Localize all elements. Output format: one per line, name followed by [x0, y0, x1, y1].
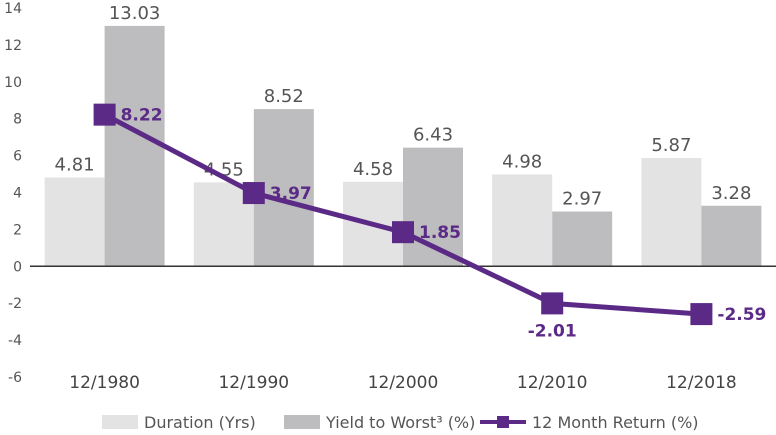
bar-value-label: 4.58	[353, 159, 393, 180]
bar-value-label: 8.52	[264, 86, 304, 107]
return-marker	[690, 303, 713, 326]
line-series: 8.22 3.97 1.85 -2.01 -2.59	[93, 103, 766, 341]
bar-value-label: 3.28	[711, 183, 751, 204]
x-tick-label: 12/1990	[218, 373, 289, 393]
return-value-label: -2.01	[528, 321, 577, 341]
bar-value-label: 4.81	[55, 155, 95, 176]
y-tick-label: 6	[13, 149, 22, 165]
y-tick-label: 10	[4, 75, 22, 91]
bar-value-label: 2.97	[562, 189, 602, 210]
y-tick-label: 12	[4, 38, 22, 54]
legend-marker-swatch	[497, 416, 509, 428]
y-tick-label: 4	[13, 186, 22, 202]
x-tick-label: 12/2018	[666, 373, 737, 393]
bar-value-labels: 4.81 4.55 4.58 4.98 5.87 13.03 8.52 6.43 2.97 3.2…	[55, 3, 752, 210]
return-marker	[93, 103, 116, 126]
y-tick-label: -6	[8, 370, 22, 386]
legend-label: Duration (Yrs)	[144, 413, 256, 432]
return-marker	[541, 292, 564, 315]
x-tick-label: 12/2010	[517, 373, 588, 393]
return-marker	[242, 182, 265, 205]
x-tick-label: 12/2000	[368, 373, 439, 393]
legend-label: 12 Month Return (%)	[532, 413, 699, 432]
bar-value-label: 5.87	[651, 135, 691, 156]
bar-duration	[44, 177, 105, 267]
y-tick-label: 0	[13, 259, 22, 275]
x-axis-labels: 12/1980 12/1990 12/2000 12/2010 12/2018	[69, 373, 736, 393]
return-value-label: 3.97	[270, 184, 312, 204]
y-tick-label: 8	[13, 112, 22, 128]
return-value-label: -2.59	[717, 305, 766, 325]
bar-value-label: 4.55	[204, 159, 244, 180]
legend-swatch	[102, 415, 138, 429]
bar-value-label: 4.98	[502, 151, 542, 172]
bar-yield-to-worst	[104, 25, 165, 267]
bar-duration	[492, 174, 553, 267]
return-marker	[392, 221, 414, 244]
y-tick-label: 14	[4, 1, 22, 17]
bar-value-label: 13.03	[109, 3, 161, 24]
bar-yield-to-worst	[701, 205, 762, 267]
legend-label: Yield to Worst³ (%)	[325, 413, 475, 432]
return-value-label: 8.22	[121, 106, 163, 126]
y-tick-label: -2	[8, 296, 22, 312]
bar-value-label: 6.43	[413, 125, 453, 146]
y-axis-ticks: 14 12 10 8 6 4 2 0 -2 -4 -6	[4, 1, 22, 386]
y-tick-label: 2	[13, 222, 22, 238]
y-tick-label: -4	[8, 333, 22, 349]
legend-swatch	[284, 415, 320, 429]
bar-duration	[641, 157, 702, 267]
legend: Duration (Yrs) Yield to Worst³ (%) 12 Mont…	[102, 413, 699, 432]
x-tick-label: 12/1980	[69, 373, 140, 393]
return-value-label: 1.85	[419, 223, 461, 243]
bar-yield-to-worst	[552, 211, 613, 267]
